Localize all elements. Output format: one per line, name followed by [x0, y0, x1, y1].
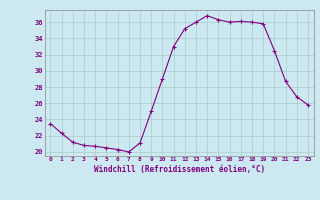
- X-axis label: Windchill (Refroidissement éolien,°C): Windchill (Refroidissement éolien,°C): [94, 165, 265, 174]
